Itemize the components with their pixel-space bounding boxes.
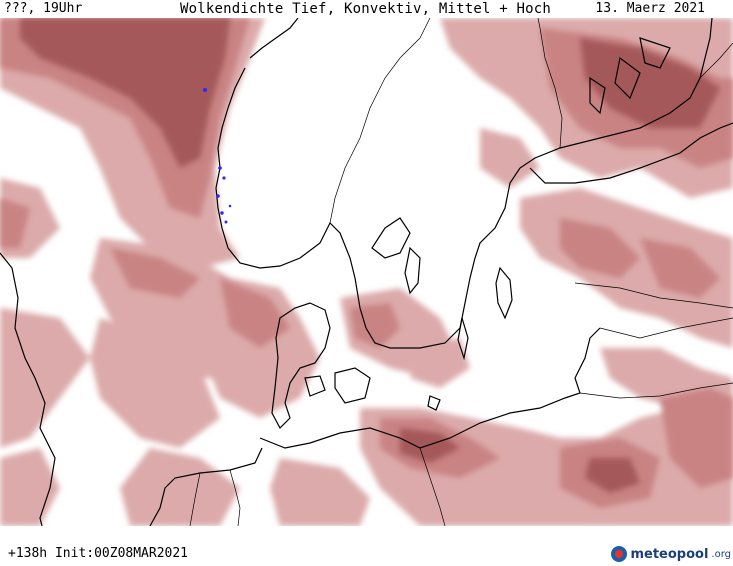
map-header: ???, 19Uhr Wolkendichte Tief, Konvektiv,… xyxy=(0,0,733,18)
logo-text: meteopool xyxy=(630,546,709,562)
forecast-time-label: ???, 19Uhr xyxy=(4,1,83,16)
cloud-layer-dark xyxy=(20,18,720,493)
forecast-date: 13. Maerz 2021 xyxy=(595,1,705,16)
meteopool-logo[interactable]: meteopool .org xyxy=(611,544,731,564)
logo-domain: .org xyxy=(711,548,731,560)
precipitation-marks xyxy=(203,88,232,224)
map-footer: +138h Init:00Z08MAR2021 meteopool .org xyxy=(0,540,733,566)
cloud-cover-map xyxy=(0,18,733,526)
logo-icon xyxy=(611,546,628,562)
map-title: Wolkendichte Tief, Konvektiv, Mittel + H… xyxy=(180,1,552,17)
model-run-info: +138h Init:00Z08MAR2021 xyxy=(8,546,189,561)
map-canvas xyxy=(0,18,733,526)
coastlines xyxy=(0,18,733,526)
national-borders xyxy=(189,18,733,526)
